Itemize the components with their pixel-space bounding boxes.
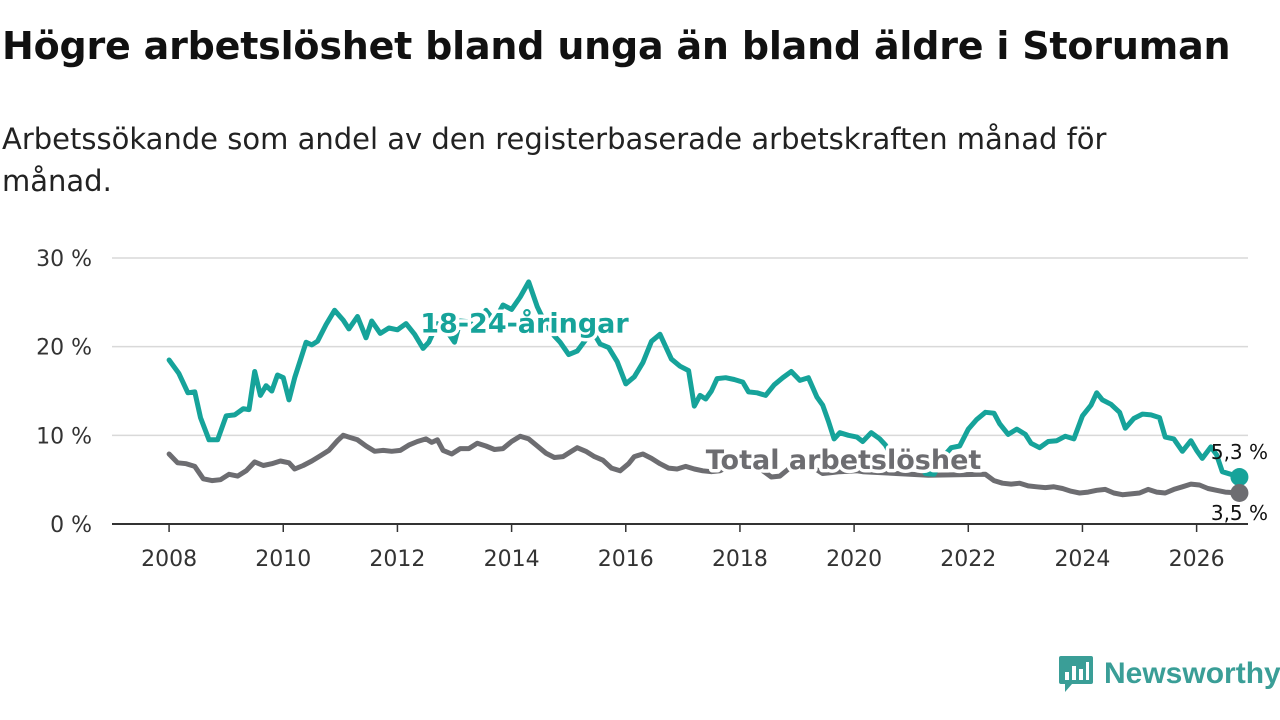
series-labels: 5,3 % 18-24-åringar 3,5 % Total arbetslöshe… — [417, 304, 1268, 525]
newsworthy-logo-icon — [1059, 656, 1093, 692]
x-tick-label: 2024 — [1054, 547, 1110, 572]
x-axis-ticks: 2008 2010 2012 2014 2016 2018 2020 2022 2024 2026 — [141, 524, 1225, 572]
x-tick-label: 2014 — [484, 547, 540, 572]
chart-title: Högre arbetslöshet bland unga än bland ä… — [2, 24, 1231, 68]
youth-series-label: 18-24-åringar — [420, 307, 629, 339]
line-chart: 0 % 10 % 20 % 30 % 2008 2010 2012 2014 2016 2018… — [36, 247, 1268, 572]
x-tick-label: 2012 — [369, 547, 425, 572]
total-series-label: Total arbetslöshet — [706, 445, 982, 476]
youth-end-point — [1230, 468, 1249, 487]
x-tick-label: 2022 — [940, 547, 996, 572]
y-tick-label: 0 % — [50, 513, 92, 538]
y-axis-ticks: 0 % 10 % 20 % 30 % — [36, 247, 92, 538]
chart-subtitle: Arbetssökande som andel av den registerb… — [2, 122, 1107, 198]
series-lines — [166, 279, 1249, 502]
newsworthy-logo: Newsworthy — [1058, 654, 1280, 694]
x-tick-label: 2010 — [255, 547, 311, 572]
youth-end-value-label: 5,3 % — [1211, 440, 1268, 464]
total-unemployment-line — [166, 432, 1242, 498]
youth-unemployment-line — [166, 279, 1242, 480]
newsworthy-logo-text: Newsworthy — [1104, 657, 1280, 690]
total-end-value-label: 3,5 % — [1211, 501, 1268, 525]
total-end-point — [1230, 483, 1249, 502]
x-tick-label: 2026 — [1169, 547, 1225, 572]
x-tick-label: 2020 — [826, 547, 882, 572]
x-tick-label: 2008 — [141, 547, 197, 572]
y-tick-label: 10 % — [36, 424, 92, 449]
gridlines — [112, 257, 1248, 525]
y-tick-label: 20 % — [36, 336, 92, 361]
y-tick-label: 30 % — [36, 247, 92, 272]
x-tick-label: 2018 — [712, 547, 768, 572]
x-tick-label: 2016 — [598, 547, 654, 572]
